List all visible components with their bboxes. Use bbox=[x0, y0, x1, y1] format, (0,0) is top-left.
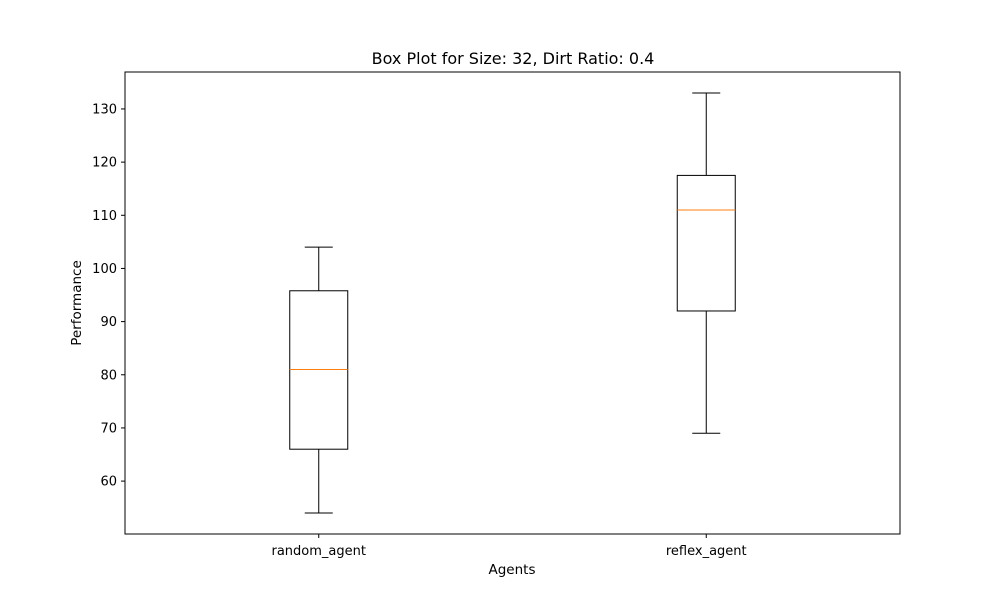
x-tick-label: random_agent bbox=[272, 544, 366, 559]
y-tick-label: 70 bbox=[100, 421, 117, 436]
y-tick-label: 100 bbox=[92, 262, 117, 277]
iqr-box bbox=[289, 290, 349, 450]
y-tick-label: 90 bbox=[100, 315, 117, 330]
y-axis-label: Performance bbox=[69, 260, 85, 346]
y-tick-label: 130 bbox=[92, 102, 117, 117]
y-tick-label: 60 bbox=[100, 475, 117, 490]
y-tick-label: 120 bbox=[92, 156, 117, 171]
x-axis: random_agent reflex_agent bbox=[272, 534, 747, 559]
y-axis: 60 70 80 90 100 110 120 130 bbox=[92, 102, 125, 490]
x-tick-label: reflex_agent bbox=[666, 544, 747, 559]
chart-title: Box Plot for Size: 32, Dirt Ratio: 0.4 bbox=[372, 49, 655, 68]
box-reflex_agent bbox=[676, 92, 736, 434]
iqr-box bbox=[676, 174, 736, 312]
box-random_agent bbox=[289, 246, 349, 514]
x-axis-label: Agents bbox=[489, 562, 536, 578]
boxes-group bbox=[289, 92, 736, 514]
y-tick-label: 110 bbox=[92, 209, 117, 224]
y-tick-label: 80 bbox=[100, 368, 117, 383]
plot-frame bbox=[124, 71, 901, 535]
